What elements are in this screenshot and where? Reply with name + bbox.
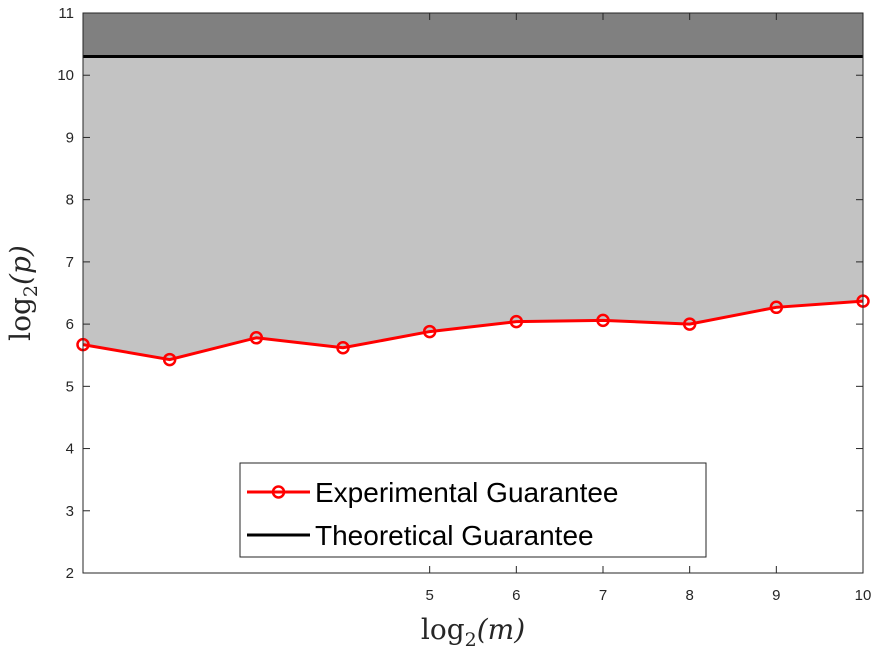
y-tick-label: 7 <box>66 254 74 271</box>
region-above-theoretical <box>83 13 863 57</box>
y-axis-label-subscript: 2 <box>20 285 42 297</box>
y-axis-label-argument: (p) <box>4 245 37 285</box>
y-tick-label: 10 <box>57 67 74 84</box>
x-axis-label-subscript: 2 <box>465 629 477 651</box>
experimental-point <box>162 352 177 367</box>
shaded-regions <box>83 13 863 360</box>
y-tick-label: 4 <box>66 441 74 458</box>
y-tick-label: 8 <box>66 192 74 209</box>
series-layer <box>76 55 870 367</box>
x-axis-label-base: log <box>421 613 465 646</box>
y-axis-label-base: log <box>4 297 37 341</box>
legend-label-experimental: Experimental Guarantee <box>315 477 619 508</box>
x-tick-label: 6 <box>512 587 520 604</box>
experimental-point <box>249 331 264 345</box>
plot-frame <box>82 12 864 574</box>
y-tick-label: 6 <box>66 316 74 333</box>
experimental-guarantee-line <box>82 299 864 362</box>
x-tick-label: 9 <box>772 587 780 604</box>
y-axis-label: log2(p) <box>4 245 42 341</box>
x-axis-ticks: 5 6 7 8 9 10 <box>425 13 871 604</box>
x-tick-label: 7 <box>599 587 607 604</box>
legend: Experimental Guarantee Theoretical Guara… <box>239 462 707 558</box>
experimental-point <box>682 317 697 331</box>
x-tick-label: 8 <box>685 587 693 604</box>
legend-label-theoretical: Theoretical Guarantee <box>315 520 594 551</box>
y-tick-label: 2 <box>66 565 74 582</box>
experimental-point <box>596 313 610 328</box>
y-tick-label: 9 <box>66 129 74 146</box>
x-axis-label-argument: (m) <box>477 613 525 646</box>
experimental-point <box>509 314 524 329</box>
y-tick-label: 11 <box>58 5 74 22</box>
y-tick-label: 3 <box>66 503 74 520</box>
x-tick-label: 5 <box>425 587 433 604</box>
x-tick-label: 10 <box>855 587 872 604</box>
y-tick-label: 5 <box>66 378 74 395</box>
experimental-point <box>422 324 437 339</box>
region-between-guarantees <box>83 56 863 360</box>
x-axis-label: log2(m) <box>421 613 525 651</box>
legend-box <box>239 462 707 558</box>
experimental-point <box>769 300 784 315</box>
y-axis-ticks: 2 3 4 5 6 7 8 9 10 11 <box>57 5 863 582</box>
experimental-point <box>336 341 350 355</box>
legend-marker-experimental <box>271 485 286 499</box>
